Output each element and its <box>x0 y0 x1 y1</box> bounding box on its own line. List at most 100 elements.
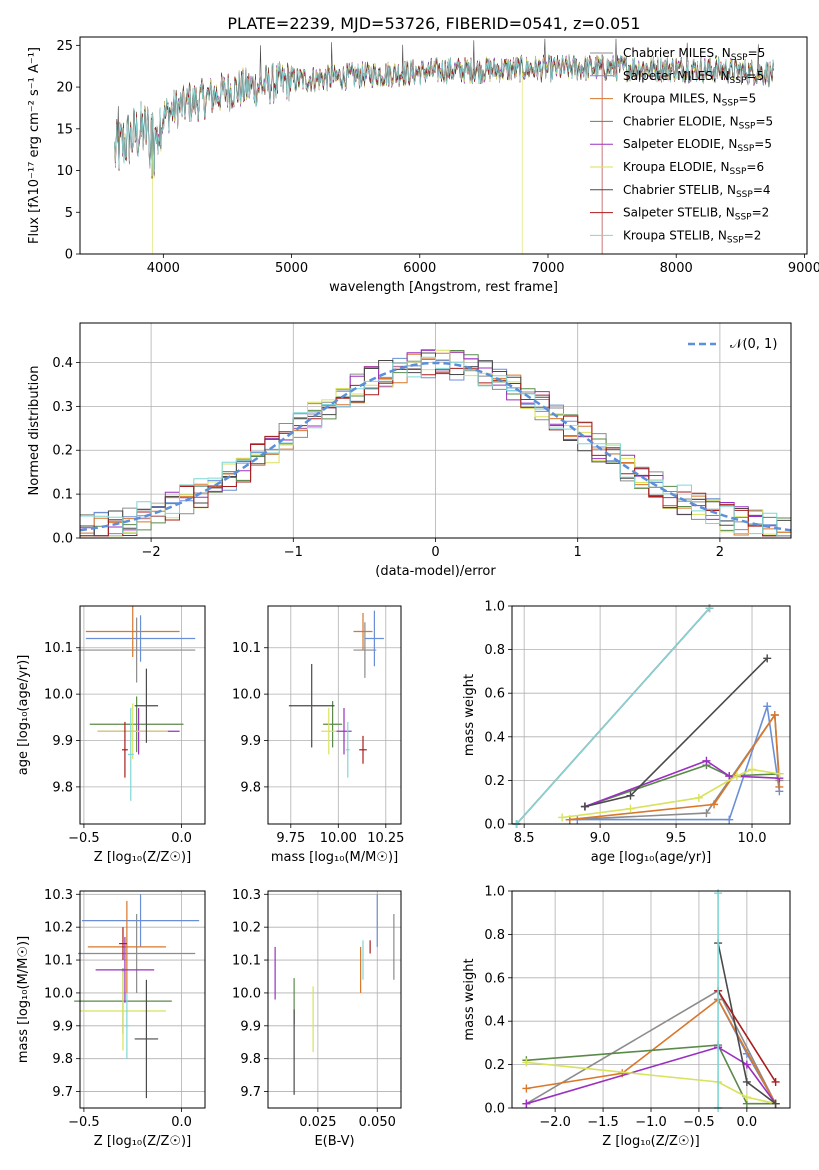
series-marker <box>702 756 711 765</box>
spectrum-lines <box>114 38 774 254</box>
series-marker <box>742 1093 751 1102</box>
series-marker <box>763 654 772 663</box>
x-tick-label: 10.0 <box>738 831 767 846</box>
x-tick-label: 10.25 <box>367 831 404 846</box>
axes-frame <box>79 605 206 825</box>
x-tick-label: 5000 <box>275 261 308 276</box>
series-line <box>516 607 711 825</box>
y-tick-label: 9.9 <box>52 734 73 749</box>
x-tick-label: 4000 <box>147 261 180 276</box>
y-tick-label: 25 <box>56 39 73 54</box>
y-tick-label: 0.2 <box>52 444 73 459</box>
massweight_vs_Z-xlabel: Z [log₁₀(Z/Z☉)] <box>602 1134 699 1149</box>
spectrum-legend: Chabrier MILES, NSSP=5 Salpeter MILES, NS… <box>590 46 773 245</box>
axes-frame <box>511 605 791 825</box>
y-tick-label: 0.0 <box>484 1102 505 1117</box>
series-marker <box>775 769 784 778</box>
x-tick-label: 9000 <box>788 261 819 276</box>
y-tick-label: 10.1 <box>44 954 73 969</box>
legend-label: Kroupa MILES, NSSP=5 <box>623 92 756 109</box>
age_vs_Z-ylabel: age [log₁₀(age/yr)] <box>16 655 31 776</box>
y-tick-label: 0.4 <box>484 730 505 745</box>
x-tick-label: 9.0 <box>590 831 611 846</box>
y-tick-label: 9.8 <box>240 1052 261 1067</box>
axes-frame <box>79 36 808 255</box>
series-marker <box>725 815 734 824</box>
y-tick-label: 0.6 <box>484 687 505 702</box>
histogram-step <box>80 349 791 537</box>
series-marker <box>742 1077 751 1086</box>
series-marker <box>626 791 635 800</box>
series-line <box>584 759 780 808</box>
series-marker <box>748 765 757 774</box>
x-tick-label: 8000 <box>660 261 693 276</box>
x-tick-label: 0.0 <box>737 1115 758 1130</box>
normal-curve <box>79 361 792 532</box>
x-tick-label: 0.050 <box>359 1115 396 1130</box>
y-tick-label: 20 <box>56 81 73 96</box>
series-marker <box>742 1060 751 1069</box>
x-tick-label: 0.025 <box>299 1115 336 1130</box>
series-line <box>717 990 777 1083</box>
histogram-step <box>80 349 791 537</box>
series-marker <box>702 809 711 818</box>
massweight_vs_age-ylabel: mass weight <box>462 674 477 756</box>
y-tick-label: 10.2 <box>232 921 261 936</box>
massweight_vs_age-lines <box>512 604 784 828</box>
massweight_vs_Z-lines <box>522 889 780 1112</box>
figure-title: PLATE=2239, MJD=53726, FIBERID=0541, z=0… <box>227 14 640 33</box>
x-tick-label: 0 <box>431 545 439 560</box>
series-marker <box>771 1099 780 1108</box>
series-marker <box>732 772 741 781</box>
series-marker <box>763 702 772 711</box>
y-tick-label: 0.1 <box>52 488 73 503</box>
axes-frame <box>511 890 791 1109</box>
series-marker <box>522 1084 531 1093</box>
series-marker <box>710 800 719 809</box>
series-line <box>577 706 781 821</box>
series-line <box>584 764 780 808</box>
residuals-ylabel: Normed distribution <box>27 366 42 496</box>
legend-label: Kroupa ELODIE, NSSP=6 <box>623 160 764 177</box>
age_vs_mass-axes: 9.75 10.00 10.25 9.8 9.9 10.0 10.1 <box>232 606 404 846</box>
x-tick-label: −2 <box>142 545 161 560</box>
massweight_vs_age-axes: 8.5 9.0 9.5 10.0 0.0 0.2 0.4 0.6 0.8 1.0 <box>484 600 790 846</box>
y-tick-label: 10.0 <box>44 986 73 1001</box>
age_vs_Z-xlabel: Z [log₁₀(Z/Z☉)] <box>94 850 191 865</box>
spectrum-ylabel: Flux [fλ10⁻¹⁷ erg cm⁻² s⁻¹ A⁻¹] <box>27 47 42 244</box>
x-tick-label: 0.0 <box>171 1115 192 1130</box>
series-line <box>526 1046 777 1105</box>
legend-label: Salpeter MILES, NSSP=5 <box>623 69 764 86</box>
x-tick-label: −0.5 <box>68 1115 100 1130</box>
series-marker <box>775 782 784 791</box>
mass_vs_ebv-xlabel: E(B-V) <box>314 1134 354 1149</box>
series-marker <box>558 813 567 822</box>
y-tick-label: 5 <box>65 206 73 221</box>
y-tick-label: 9.8 <box>52 780 73 795</box>
y-tick-label: 0.0 <box>52 532 73 547</box>
series-marker <box>725 772 734 781</box>
mass_vs_Z-points <box>74 894 200 1099</box>
age_vs_Z-axes: −0.5 0.0 9.8 9.9 10.0 10.1 <box>44 606 205 846</box>
y-tick-label: 10.1 <box>232 954 261 969</box>
axes-frame <box>267 605 402 825</box>
mass_vs_Z-ylabel: mass [log₁₀(M/M☉)] <box>16 936 31 1063</box>
y-tick-label: 1.0 <box>484 885 505 900</box>
y-tick-label: 0.3 <box>52 400 73 415</box>
histogram-step <box>80 367 791 537</box>
y-tick-label: 0 <box>65 248 73 263</box>
x-tick-label: 0.0 <box>171 831 192 846</box>
legend-label: Kroupa STELIB, NSSP=2 <box>623 228 761 245</box>
age_vs_mass-xlabel: mass [log₁₀(M/M☉)] <box>271 850 398 865</box>
x-tick-label: 8.5 <box>514 831 535 846</box>
y-tick-label: 9.8 <box>52 1052 73 1067</box>
y-tick-label: 10.0 <box>232 986 261 1001</box>
residuals-xlabel: (data-model)/error <box>375 564 496 579</box>
x-tick-label: −1.0 <box>635 1115 667 1130</box>
axes-frame <box>79 322 792 539</box>
mass_vs_Z-xlabel: Z [log₁₀(Z/Z☉)] <box>94 1134 191 1149</box>
series-line <box>526 1061 776 1105</box>
y-tick-label: 0.0 <box>484 818 505 833</box>
y-tick-label: 0.4 <box>484 1015 505 1030</box>
